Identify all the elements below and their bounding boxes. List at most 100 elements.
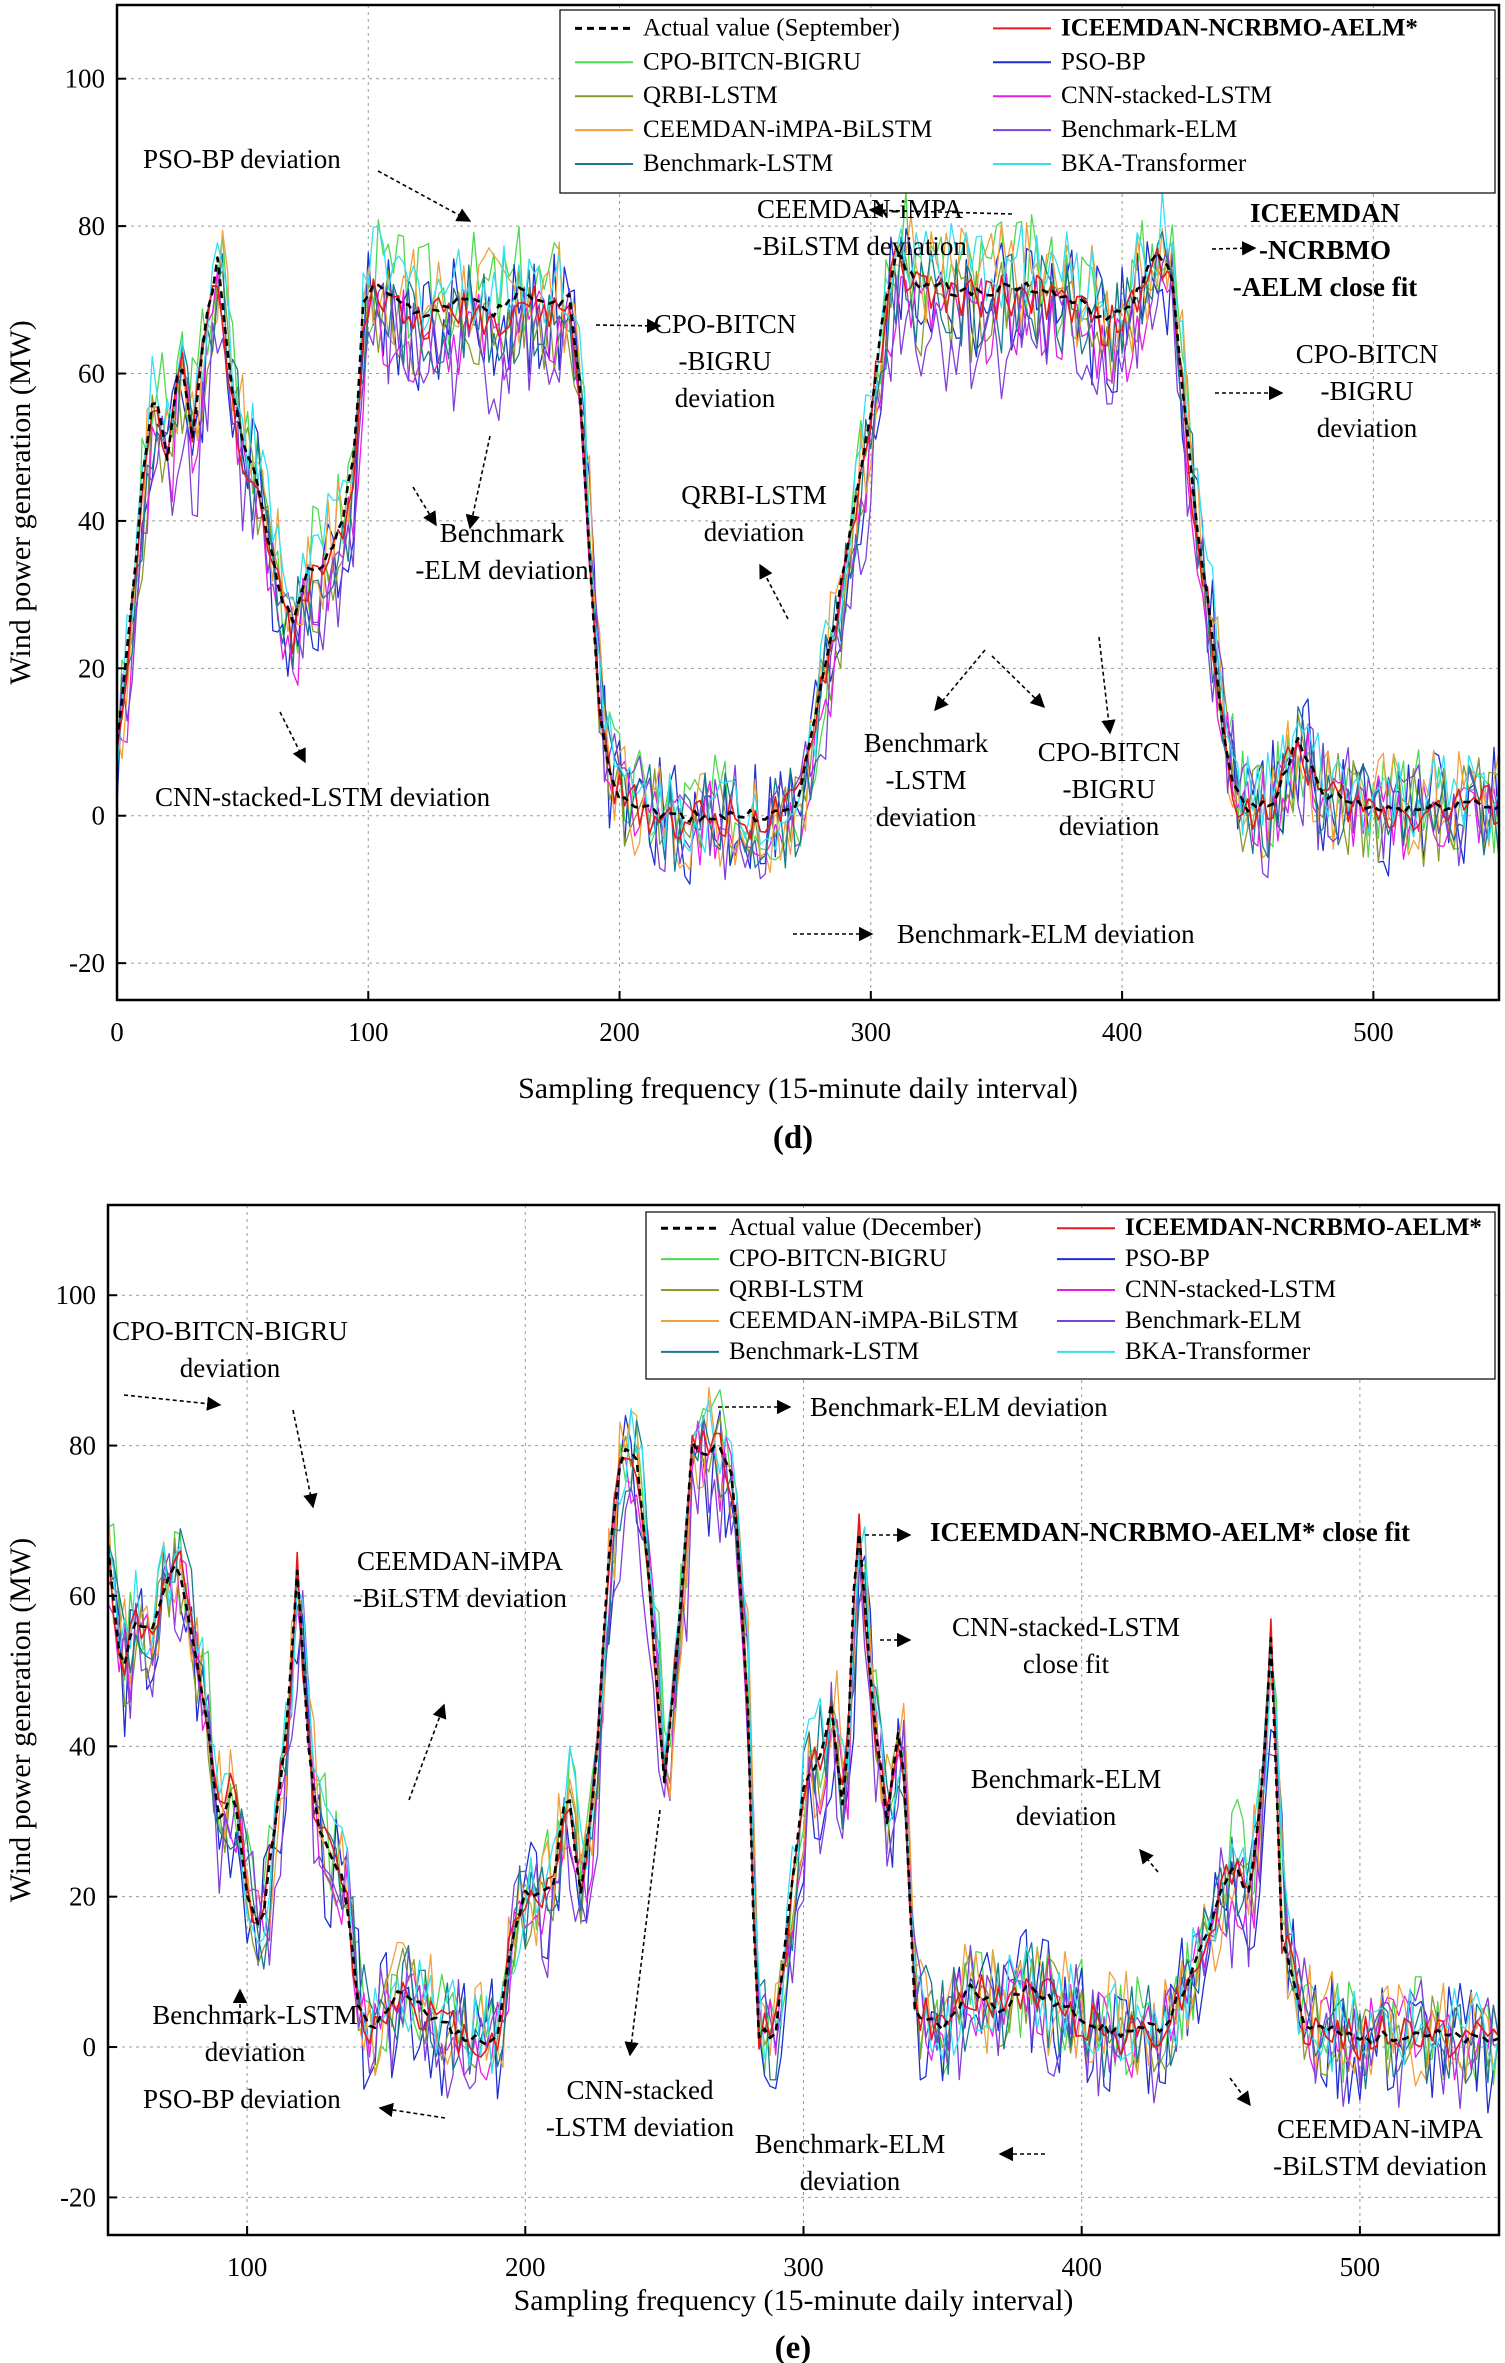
series-line-pso-bp <box>108 1410 1499 2114</box>
series-line-benchmark-lstm <box>117 230 1499 872</box>
annotation-arrow <box>465 435 491 530</box>
annotations: CPO-BITCN-BIGRU deviation Benchmark-ELM de… <box>112 1316 1487 2196</box>
annotation-label: CEEMDAN-iMPA -BiLSTM deviation <box>353 1546 567 1613</box>
legend-label: PSO-BP <box>1125 1245 1210 1272</box>
y-tick-label: -20 <box>60 2182 96 2212</box>
annotation-arrow <box>759 563 789 620</box>
annotation-arrow <box>868 203 1013 218</box>
series-line-ceemdan-impa-bilstm <box>117 215 1499 874</box>
legend-label: Benchmark-ELM <box>1061 116 1237 143</box>
annotation-arrow <box>123 1394 222 1411</box>
annotation-arrow <box>934 649 986 712</box>
legend-label: QRBI-LSTM <box>729 1276 864 1303</box>
y-tick-label: 80 <box>69 1431 96 1461</box>
panel-label: (d) <box>773 1120 813 1156</box>
legend-label: CNN-stacked-LSTM <box>1061 82 1272 109</box>
legend-label: CPO-BITCN-BIGRU <box>729 1245 947 1272</box>
annotation-arrow <box>1139 1848 1159 1873</box>
x-tick-label: 200 <box>505 2252 546 2282</box>
legend-label: CEEMDAN-iMPA-BiLSTM <box>729 1307 1018 1334</box>
legend: Actual value (September) ICEEMDAN-NCRBMO-… <box>559 9 1496 194</box>
annotation-arrow <box>292 1409 318 1509</box>
legend-label: BKA-Transformer <box>1125 1338 1311 1365</box>
annotation-label: Benchmark-ELM deviation <box>810 1392 1108 1422</box>
annotation-arrow <box>991 655 1046 709</box>
series-line-iceemdan-ncrbmo-aelm <box>117 245 1499 840</box>
legend-label: Actual value (December) <box>729 1214 982 1241</box>
y-tick-label: 40 <box>69 1731 96 1761</box>
x-tick-label: 0 <box>110 1017 124 1047</box>
x-tick-label: 100 <box>227 2252 268 2282</box>
x-tick-label: 500 <box>1340 2252 1381 2282</box>
legend-label: CEEMDAN-iMPA-BiLSTM <box>643 116 932 143</box>
annotation-arrow <box>1098 636 1116 735</box>
y-tick-label: 0 <box>83 2032 97 2062</box>
legend-label: ICEEMDAN-NCRBMO-AELM* <box>1061 14 1418 41</box>
annotation-label: CEEMDAN-iMPA -BiLSTM deviation <box>753 194 967 261</box>
series-line-bka-transformer <box>108 1399 1499 2075</box>
plot-frame <box>115 3 1501 1002</box>
x-axis-title: Sampling frequency (15-minute daily inte… <box>518 1072 1078 1105</box>
x-tick-label: 200 <box>599 1017 640 1047</box>
annotation-arrow <box>1211 241 1257 256</box>
series-group <box>108 1387 1499 2114</box>
y-tick-label: 80 <box>78 211 105 241</box>
annotation-label: ICEEMDAN -NCRBMO -AELM close fit <box>1233 198 1417 302</box>
legend-label: Actual value (September) <box>643 14 900 41</box>
legend-label: Benchmark-LSTM <box>729 1338 919 1365</box>
y-tick-label: 0 <box>92 801 106 831</box>
y-axis-title: Wind power generation (MW) <box>4 1538 37 1903</box>
annotation-label: CNN-stacked-LSTM deviation <box>546 2075 735 2142</box>
annotation-arrow <box>377 170 472 222</box>
annotation-label: PSO-BP deviation <box>143 144 341 174</box>
chart-panel-d: 0 100 200 300 400 500 -20 0 20 40 60 80 100 Sampling … <box>4 3 1501 1156</box>
chart-panel-e: 100 200 300 400 500 -20 0 20 40 60 80 100 Sampling f… <box>4 1203 1501 2363</box>
legend-label: CNN-stacked-LSTM <box>1125 1276 1336 1303</box>
panel-label: (e) <box>775 2330 812 2363</box>
annotation-label: Benchmark-ELM deviation <box>971 1764 1161 1831</box>
annotation-arrow <box>279 711 306 764</box>
annotation-label: CNN-stacked-LSTM close fit <box>952 1612 1180 1679</box>
series-line-benchmark-elm <box>117 248 1499 881</box>
legend-label: ICEEMDAN-NCRBMO-AELM* <box>1125 1214 1482 1241</box>
x-tick-label: 400 <box>1061 2252 1102 2282</box>
y-tick-label: 60 <box>78 359 105 389</box>
annotation-arrow <box>624 1809 661 2057</box>
x-tick-label: 500 <box>1353 1017 1394 1047</box>
x-tick-label: 400 <box>1102 1017 1143 1047</box>
annotation-label: QRBI-LSTM deviation <box>681 480 827 547</box>
legend-label: Benchmark-ELM <box>1125 1307 1301 1334</box>
annotations: PSO-BP deviation CEEMDAN-iMPA -BiLSTM devi… <box>143 144 1438 949</box>
y-tick-label: 100 <box>65 64 106 94</box>
x-tick-label: 300 <box>851 1017 892 1047</box>
y-tick-label: -20 <box>69 948 105 978</box>
annotation-arrow <box>1229 2077 1251 2107</box>
annotation-arrow <box>408 1703 447 1801</box>
series-line-actual-value-december <box>108 1441 1499 2046</box>
legend-label: QRBI-LSTM <box>643 82 778 109</box>
annotation-label: CEEMDAN-iMPA -BiLSTM deviation <box>1273 2114 1487 2181</box>
annotation-label: Benchmark-ELM deviation <box>415 518 589 585</box>
legend-box <box>559 9 1496 194</box>
y-tick-label: 60 <box>69 1581 96 1611</box>
series-group <box>117 190 1499 885</box>
x-tick-label: 100 <box>348 1017 389 1047</box>
y-tick-label: 20 <box>78 653 105 683</box>
y-tick-label: 20 <box>69 1882 96 1912</box>
x-tick-label: 300 <box>783 2252 824 2282</box>
series-line-iceemdan-ncrbmo-aelm <box>108 1430 1499 2061</box>
y-tick-label: 40 <box>78 506 105 536</box>
annotation-arrow <box>595 318 662 333</box>
annotation-label: CNN-stacked-LSTM deviation <box>155 782 491 812</box>
annotation-arrow <box>378 2102 446 2119</box>
series-line-actual-value-september <box>117 251 1499 823</box>
legend-label: CPO-BITCN-BIGRU <box>643 48 861 75</box>
x-axis-title: Sampling frequency (15-minute daily inte… <box>514 2284 1074 2317</box>
legend-label: Benchmark-LSTM <box>643 150 833 177</box>
